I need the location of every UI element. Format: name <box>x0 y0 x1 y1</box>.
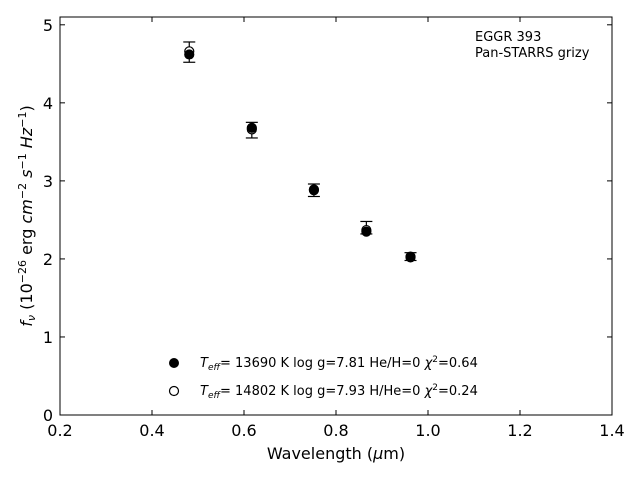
x-tick-label: 0.6 <box>231 421 256 440</box>
model-point-filled <box>308 184 320 195</box>
legend-open-eff: eff <box>208 391 222 401</box>
model-point-filled <box>246 122 257 133</box>
legend-open-chi: χ <box>424 384 434 399</box>
y-label-exp-1b: −1 <box>16 112 29 128</box>
annotation-star-name: EGGR 393 <box>475 30 541 45</box>
y-axis-label: fν (10−26 erg cm−2 s−1 Hz−1) <box>16 105 38 326</box>
y-label-exp-2: −2 <box>16 183 29 199</box>
x-tick-label: 1.0 <box>415 421 440 440</box>
y-label-exp-26: −26 <box>16 260 29 283</box>
x-tick-label: 1.4 <box>599 421 624 440</box>
x-axis-label-suffix: m) <box>383 444 405 463</box>
model-point-filled <box>184 49 195 60</box>
legend-open-params: = 14802 K log g=7.93 H/He=0 <box>220 384 425 399</box>
y-label-erg: erg <box>17 224 36 260</box>
x-tick-label: 0.2 <box>47 421 72 440</box>
x-axis: 0.2 0.4 0.6 0.8 1.0 1.2 1.4 <box>47 17 625 440</box>
x-axis-label-mu: μ <box>372 444 383 463</box>
y-label-s: s <box>17 170 36 183</box>
legend-filled-params: = 13690 K log g=7.81 He/H=0 <box>220 356 425 371</box>
x-tick-label: 0.8 <box>323 421 348 440</box>
y-tick-label: 1 <box>43 328 53 347</box>
y-label-nu: ν <box>25 315 38 321</box>
x-axis-label: Wavelength (μm) <box>267 444 405 463</box>
legend-marker-filled <box>169 358 179 368</box>
legend-filled-chival: =0.64 <box>438 356 478 371</box>
y-label-cm: cm <box>17 199 36 223</box>
y-axis: 0 1 2 3 4 5 <box>43 16 612 425</box>
legend-open-t: T <box>200 384 209 399</box>
y-label-f: f <box>17 319 36 327</box>
legend-filled-t: T <box>200 356 209 371</box>
x-tick-label: 1.2 <box>507 421 532 440</box>
legend-open-chival: =0.24 <box>438 384 478 399</box>
x-tick-label: 0.4 <box>139 421 164 440</box>
legend-marker-open <box>168 385 180 397</box>
legend-entry-open: Teff= 14802 K log g=7.93 H/He=0 χ2=0.24 <box>200 383 478 401</box>
y-label-close: ) <box>17 105 36 111</box>
y-tick-label: 2 <box>43 250 53 269</box>
model-point-filled <box>361 226 372 237</box>
x-axis-label-prefix: Wavelength ( <box>267 444 373 463</box>
y-tick-label: 3 <box>43 172 53 191</box>
model-point-filled <box>405 252 416 263</box>
data-marks <box>183 41 417 263</box>
annotation-survey: Pan-STARRS grizy <box>475 46 590 61</box>
legend: Teff= 13690 K log g=7.81 He/H=0 χ2=0.64 … <box>168 355 478 401</box>
y-label-open: (10 <box>17 283 36 315</box>
legend-filled-sq: 2 <box>432 355 438 365</box>
legend-filled-chi: χ <box>424 356 434 371</box>
y-tick-label: 0 <box>43 406 53 425</box>
legend-entry-filled: Teff= 13690 K log g=7.81 He/H=0 χ2=0.64 <box>200 355 478 373</box>
y-label-hz: Hz <box>17 127 36 153</box>
y-tick-label: 5 <box>43 16 53 35</box>
legend-open-sq: 2 <box>432 383 438 393</box>
legend-filled-eff: eff <box>208 363 222 373</box>
y-label-exp-1: −1 <box>16 153 29 169</box>
y-tick-label: 4 <box>43 94 53 113</box>
